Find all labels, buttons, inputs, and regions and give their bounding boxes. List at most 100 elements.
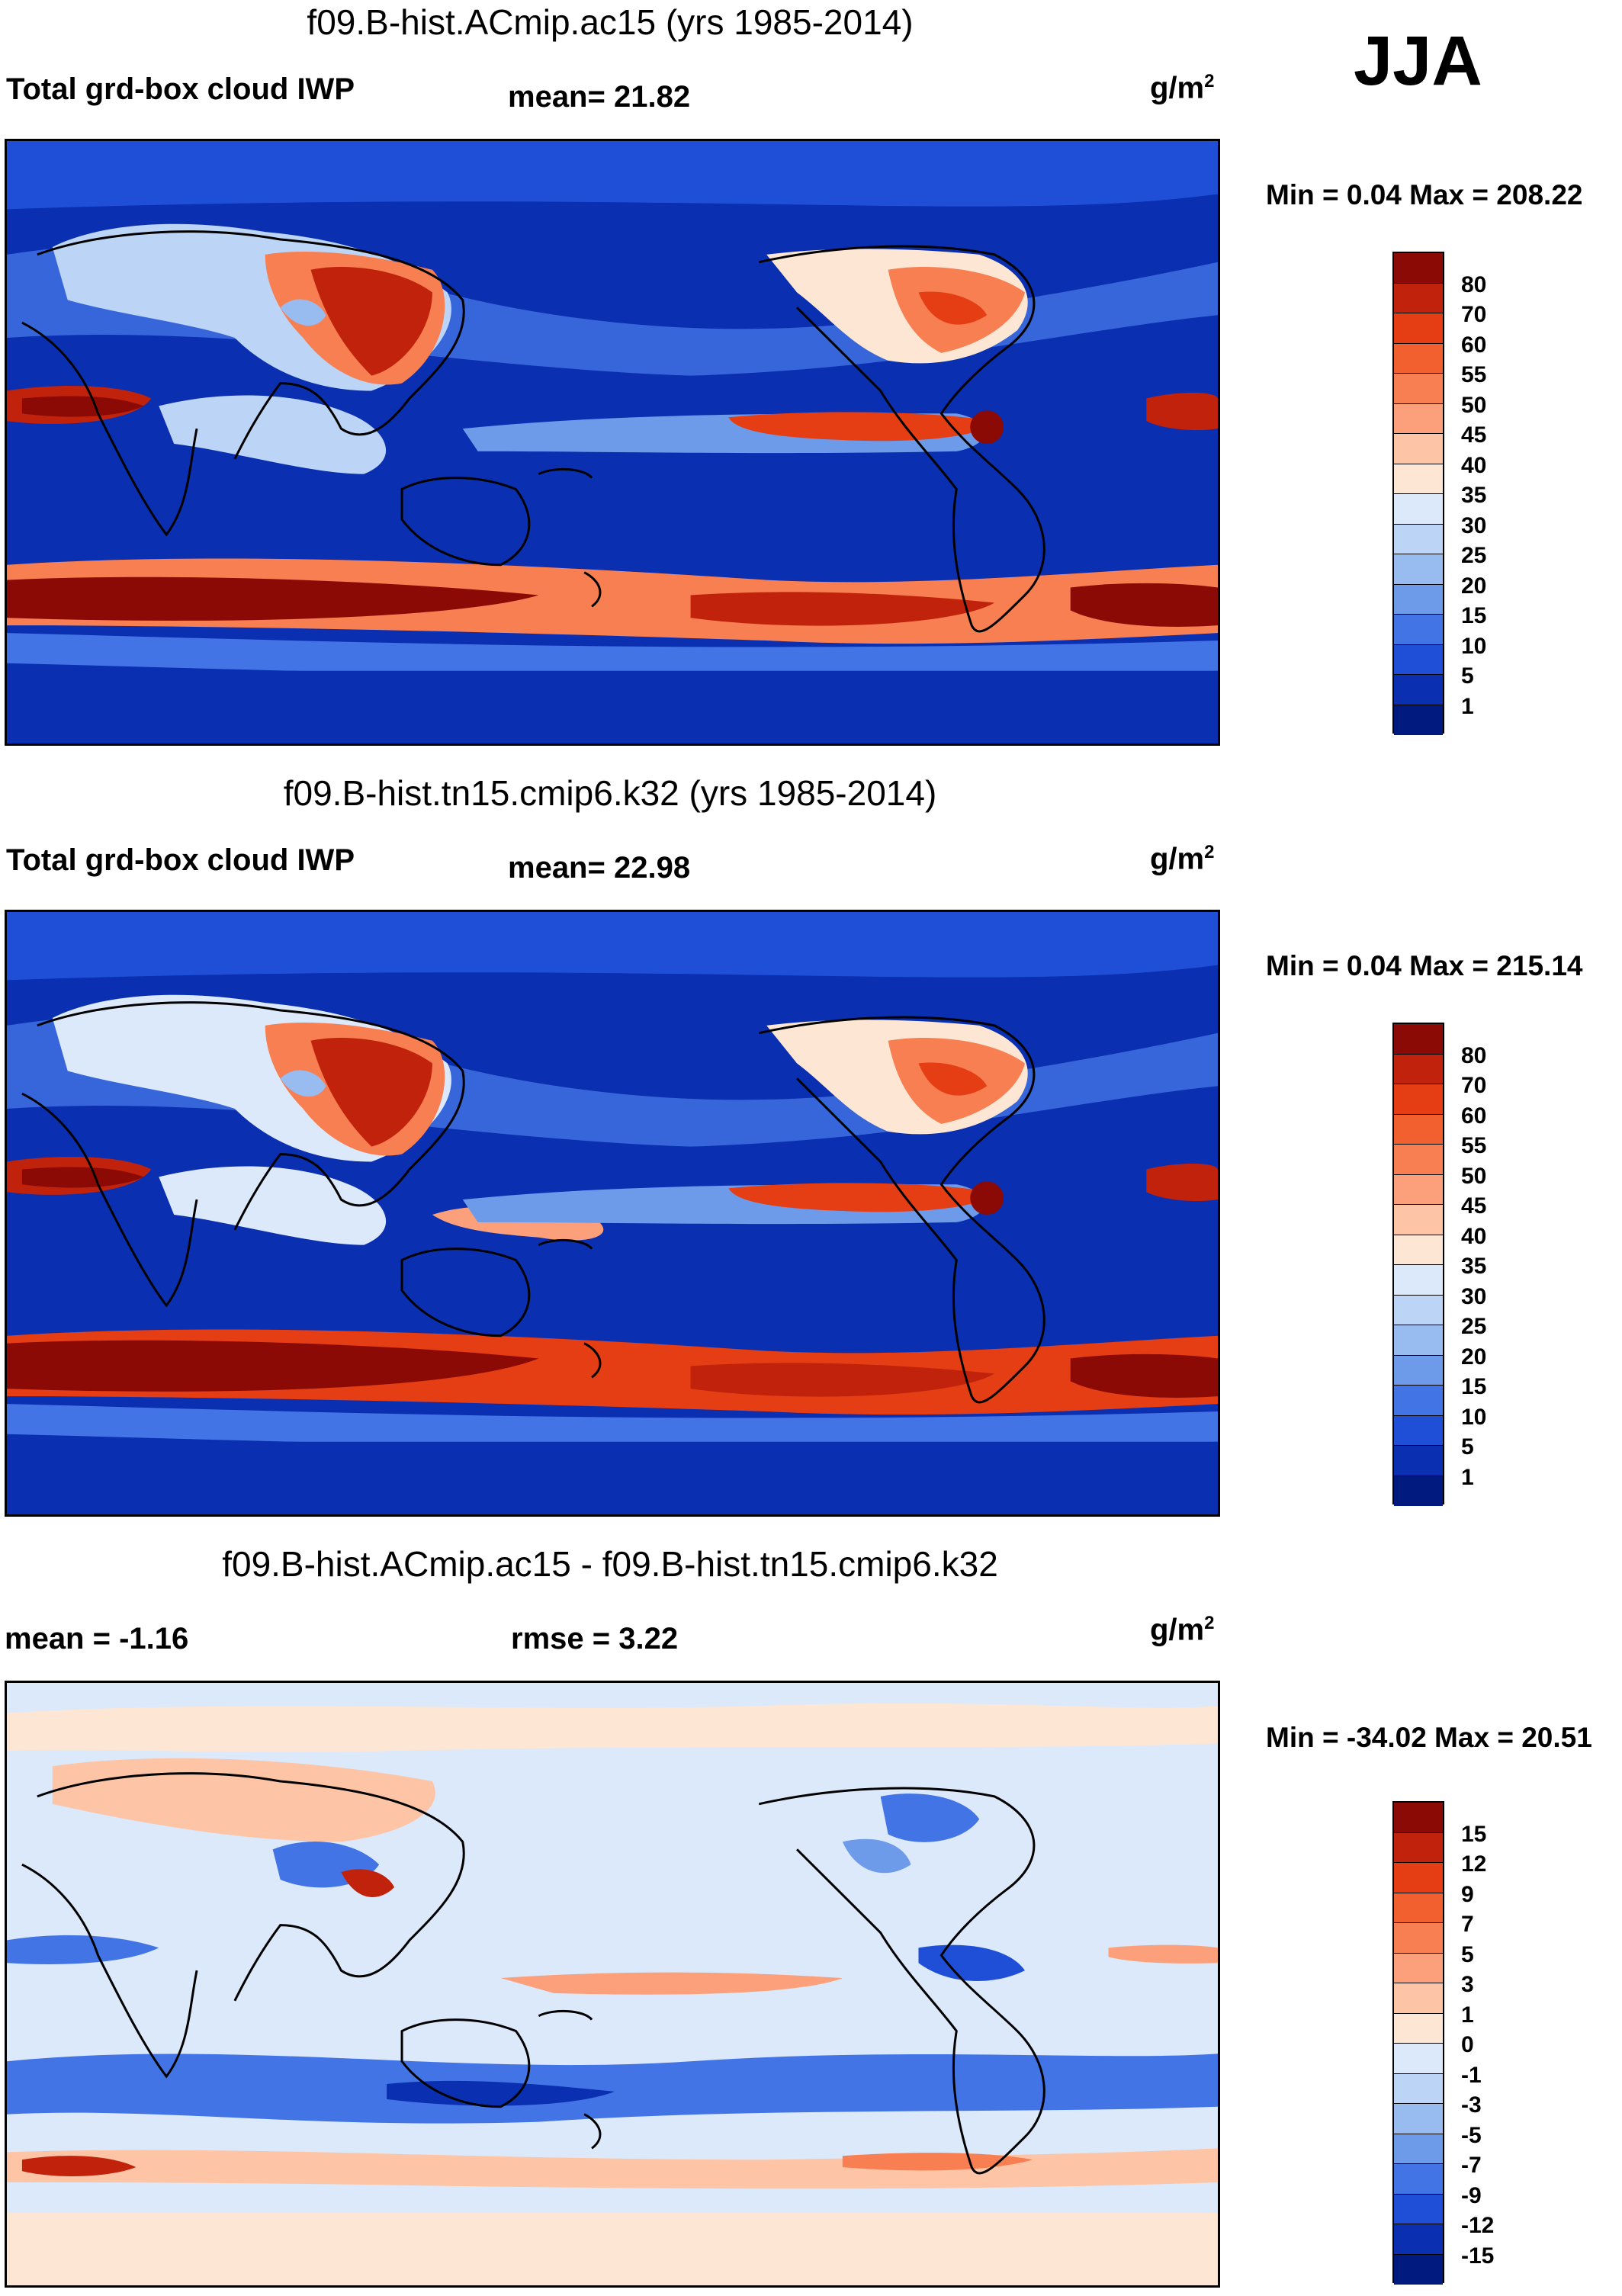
colorbar-tick-label: 30 [1461, 1284, 1487, 1309]
colorbar-swatch [1394, 1325, 1443, 1356]
panel-3-mean-label: mean = -1.16 [5, 1622, 189, 1655]
colorbar-swatch [1394, 1803, 1443, 1833]
panel-2-title: f09.B-hist.tn15.cmip6.k32 (yrs 1985-2014… [283, 773, 937, 813]
colorbar-tick-label: -5 [1461, 2123, 1482, 2148]
colorbar-swatch [1394, 524, 1443, 554]
panel-3-minmax: Min = -34.02 Max = 20.51 [1266, 1722, 1592, 1753]
colorbar-swatch [1394, 2254, 1443, 2285]
colorbar-tick-label: 35 [1461, 483, 1487, 508]
colorbar-swatch [1394, 554, 1443, 585]
colorbar-swatch [1394, 1415, 1443, 1446]
colorbar-swatch [1394, 2224, 1443, 2255]
colorbar-tick-label: 1 [1461, 1465, 1474, 1490]
colorbar-swatch [1394, 374, 1443, 404]
panel-1-variable-label: Total grd-box cloud IWP [6, 72, 355, 106]
colorbar-swatch [1394, 1054, 1443, 1084]
colorbar-tick-label: 20 [1461, 1344, 1487, 1370]
panel-1-map [5, 139, 1220, 746]
colorbar-tick-label: 80 [1461, 272, 1487, 297]
colorbar-swatch [1394, 1024, 1443, 1055]
colorbar-swatch [1394, 1386, 1443, 1416]
colorbar-swatch [1394, 313, 1443, 344]
colorbar-tick-label: 70 [1461, 1073, 1487, 1098]
colorbar-swatch [1394, 403, 1443, 434]
colorbar-swatch [1394, 1953, 1443, 1983]
colorbar-tick-label: 1 [1461, 2002, 1474, 2028]
colorbar-swatch [1394, 494, 1443, 525]
colorbar-tick-label: 30 [1461, 513, 1487, 538]
colorbar-swatch [1394, 1265, 1443, 1296]
colorbar-tick-label: 12 [1461, 1851, 1487, 1877]
colorbar-tick-label: -1 [1461, 2063, 1482, 2088]
colorbar-tick-label: 3 [1461, 1972, 1474, 1997]
colorbar-tick-label: 70 [1461, 302, 1487, 327]
colorbar-swatch [1394, 1235, 1443, 1265]
colorbar-swatch [1394, 283, 1443, 313]
panel-2-colorbar [1392, 1023, 1444, 1506]
colorbar-swatch [1394, 1114, 1443, 1145]
colorbar-swatch [1394, 2134, 1443, 2164]
colorbar-tick-label: 60 [1461, 1103, 1487, 1129]
colorbar-swatch [1394, 343, 1443, 374]
colorbar-swatch [1394, 584, 1443, 615]
colorbar-tick-label: 80 [1461, 1043, 1487, 1068]
panel-1-minmax: Min = 0.04 Max = 208.22 [1266, 179, 1583, 210]
colorbar-tick-label: -15 [1461, 2243, 1495, 2269]
colorbar-swatch [1394, 675, 1443, 705]
colorbar-tick-label: 10 [1461, 1405, 1487, 1430]
colorbar-tick-label: 45 [1461, 1193, 1487, 1219]
colorbar-tick-label: 60 [1461, 332, 1487, 358]
colorbar-swatch [1394, 644, 1443, 675]
colorbar-tick-label: 50 [1461, 393, 1487, 418]
panel-2-variable-label: Total grd-box cloud IWP [6, 843, 355, 877]
colorbar-tick-label: 55 [1461, 362, 1487, 387]
panel-3-map [5, 1681, 1220, 2288]
colorbar-tick-label: -3 [1461, 2092, 1482, 2118]
colorbar-swatch [1394, 2164, 1443, 2195]
colorbar-swatch [1394, 1923, 1443, 1954]
panel-2-minmax: Min = 0.04 Max = 215.14 [1266, 950, 1583, 981]
colorbar-swatch [1394, 253, 1443, 284]
colorbar-tick-label: 5 [1461, 1434, 1474, 1459]
colorbar-swatch [1394, 2013, 1443, 2044]
panel-3-rmse-label: rmse = 3.22 [511, 1622, 679, 1655]
panel-2-map [5, 910, 1220, 1517]
colorbar-tick-label: 9 [1461, 1882, 1474, 1907]
colorbar-swatch [1394, 1446, 1443, 1476]
colorbar-tick-label: 7 [1461, 1912, 1474, 1937]
colorbar-tick-label: 20 [1461, 573, 1487, 599]
colorbar-swatch [1394, 1863, 1443, 1893]
panel-3-colorbar [1392, 1801, 1444, 2285]
colorbar-swatch [1394, 1983, 1443, 2014]
panel-1-colorbar [1392, 252, 1444, 735]
colorbar-swatch [1394, 615, 1443, 645]
colorbar-tick-label: -12 [1461, 2213, 1495, 2238]
colorbar-tick-label: 55 [1461, 1133, 1487, 1158]
colorbar-tick-label: 10 [1461, 634, 1487, 659]
colorbar-tick-label: 0 [1461, 2032, 1474, 2057]
colorbar-swatch [1394, 705, 1443, 735]
panel-3-units: g/m2 [1150, 1613, 1215, 1647]
colorbar-swatch [1394, 2073, 1443, 2104]
colorbar-tick-label: 15 [1461, 1374, 1487, 1399]
colorbar-tick-label: 35 [1461, 1254, 1487, 1279]
colorbar-swatch [1394, 1476, 1443, 1506]
colorbar-swatch [1394, 1295, 1443, 1325]
panel-2-mean-label: mean= 22.98 [508, 851, 691, 885]
colorbar-tick-label: 15 [1461, 603, 1487, 628]
colorbar-tick-label: 40 [1461, 453, 1487, 478]
colorbar-tick-label: 25 [1461, 1314, 1487, 1339]
colorbar-tick-label: 50 [1461, 1164, 1487, 1189]
season-label: JJA [1354, 22, 1482, 100]
colorbar-swatch [1394, 1205, 1443, 1235]
colorbar-swatch [1394, 464, 1443, 494]
panel-1-title: f09.B-hist.ACmip.ac15 (yrs 1985-2014) [307, 2, 914, 42]
colorbar-tick-label: 15 [1461, 1822, 1487, 1847]
colorbar-swatch [1394, 1893, 1443, 1923]
colorbar-swatch [1394, 2194, 1443, 2224]
colorbar-swatch [1394, 1355, 1443, 1386]
panel-1-units: g/m2 [1150, 71, 1215, 105]
colorbar-tick-label: 5 [1461, 663, 1474, 689]
panel-3-title: f09.B-hist.ACmip.ac15 - f09.B-hist.tn15.… [222, 1544, 998, 1584]
colorbar-swatch [1394, 2044, 1443, 2074]
